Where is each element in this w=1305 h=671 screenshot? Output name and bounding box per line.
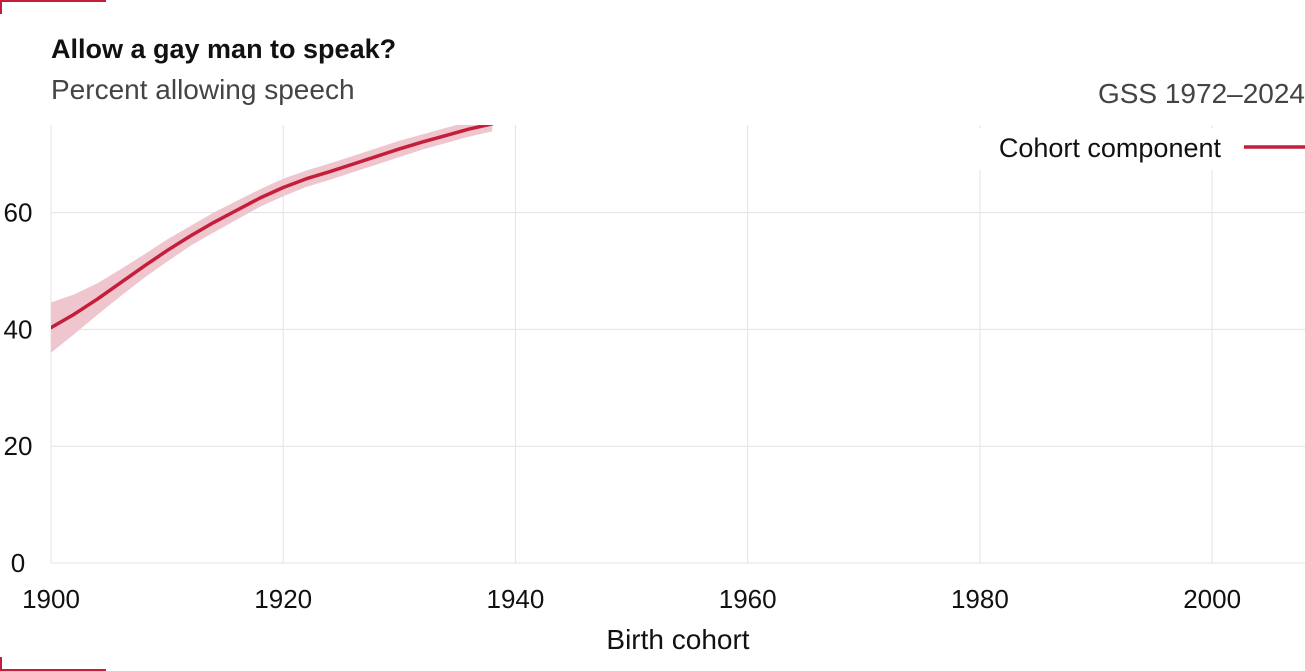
confidence-band [51,125,493,353]
y-tick-label-0: 0 [11,548,25,578]
confidence-band-layer [51,125,493,353]
x-tick-label-1920: 1920 [254,584,312,614]
legend-label-cohort-component: Cohort component [999,133,1222,163]
corner-mark-top [0,0,106,2]
x-tick-label-1940: 1940 [487,584,545,614]
y-tick-label-20: 20 [4,431,33,461]
x-tick-label-2000: 2000 [1183,584,1241,614]
corner-mark-bottom [0,669,106,671]
axis-tick-labels: 0 20 40 60 1900 1920 1940 1960 1980 2000 [4,198,1241,614]
chart-subtitle: Percent allowing speech [51,74,355,105]
series-line-cohort-component [51,125,494,330]
y-tick-label-40: 40 [4,314,33,344]
corner-mark-top-vertical [0,0,2,14]
x-tick-label-1900: 1900 [22,584,80,614]
x-tick-label-1980: 1980 [951,584,1009,614]
series-line-layer [51,125,494,330]
chart-title: Allow a gay man to speak? [51,34,397,64]
data-source-label: GSS 1972–2024 [1097,78,1305,109]
legend-background [968,128,1305,170]
y-tick-label-60: 60 [4,198,33,228]
grid-lines [50,125,1305,564]
x-axis-title: Birth cohort [606,624,749,655]
corner-mark-bottom-vertical [0,657,2,671]
x-tick-label-1960: 1960 [719,584,777,614]
legend: Cohort component [968,128,1305,170]
